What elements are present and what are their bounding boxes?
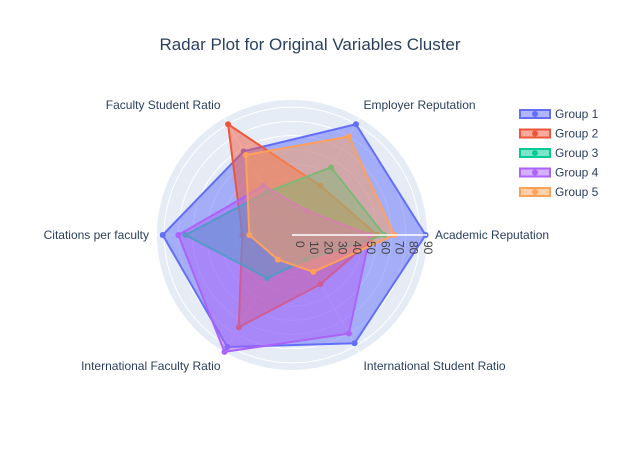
data-point[interactable] (345, 330, 352, 337)
radial-tick-label: 70 (392, 241, 406, 255)
chart-title: Radar Plot for Original Variables Cluste… (159, 35, 460, 54)
legend-item[interactable]: Group 3 (519, 146, 599, 160)
data-point[interactable] (225, 121, 232, 128)
angular-axis-labels: Academic Reputation Employer Reputation Fa… (44, 98, 549, 373)
radial-tick-label: 20 (321, 241, 335, 255)
angular-label: Citations per faculty (44, 228, 149, 242)
radial-tick-label: 50 (364, 241, 378, 255)
trace-group-5 (242, 133, 398, 275)
data-point[interactable] (310, 268, 317, 275)
legend-marker (532, 189, 538, 195)
angular-label: Academic Reputation (435, 228, 549, 242)
legend-marker (532, 150, 538, 156)
data-point[interactable] (345, 133, 352, 140)
data-point[interactable] (159, 232, 166, 238)
radial-tick-label: 90 (421, 241, 435, 255)
legend-item[interactable]: Group 2 (519, 127, 599, 141)
legend-marker (532, 111, 538, 117)
radar-traces (159, 121, 429, 355)
legend-marker (532, 130, 538, 137)
legend-label: Group 3 (555, 146, 599, 160)
angular-label: Faculty Student Ratio (106, 98, 221, 112)
data-point[interactable] (221, 348, 228, 355)
radial-tick-label: 80 (407, 241, 421, 255)
legend-item[interactable]: Group 5 (519, 185, 599, 199)
data-point[interactable] (175, 232, 182, 238)
angular-label: International Student Ratio (364, 359, 506, 373)
legend-label: Group 1 (555, 107, 599, 121)
data-point[interactable] (274, 256, 281, 263)
legend-item[interactable]: Group 1 (519, 107, 599, 121)
angular-label: Employer Reputation (364, 98, 476, 112)
radial-tick-label: 60 (378, 241, 392, 255)
data-point[interactable] (246, 232, 253, 238)
radial-axis: 0 10 20 30 40 50 60 70 80 90 (292, 234, 435, 255)
legend-label: Group 4 (555, 166, 599, 180)
data-point[interactable] (352, 121, 359, 128)
radial-tick-label: 40 (350, 241, 364, 255)
legend-label: Group 2 (555, 127, 599, 141)
radial-tick-label: 0 (293, 241, 307, 248)
legend-item[interactable]: Group 4 (519, 166, 599, 180)
angular-label: International Faculty Ratio (81, 359, 221, 373)
legend-label: Group 5 (555, 185, 599, 199)
data-point[interactable] (242, 152, 249, 159)
radial-tick-label: 30 (336, 241, 350, 255)
radial-tick-label: 10 (307, 241, 321, 255)
data-point[interactable] (351, 340, 358, 347)
legend-marker (532, 169, 538, 176)
legend[interactable]: Group 1 Group 2 Group 3 Group 4 Group 5 (519, 107, 599, 199)
